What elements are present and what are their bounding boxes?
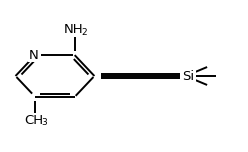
Text: Si: Si [182,69,194,83]
Text: CH: CH [24,114,44,127]
Text: 3: 3 [42,118,47,127]
Text: NH: NH [64,23,83,36]
Text: 2: 2 [81,28,87,37]
Text: N: N [29,49,39,62]
